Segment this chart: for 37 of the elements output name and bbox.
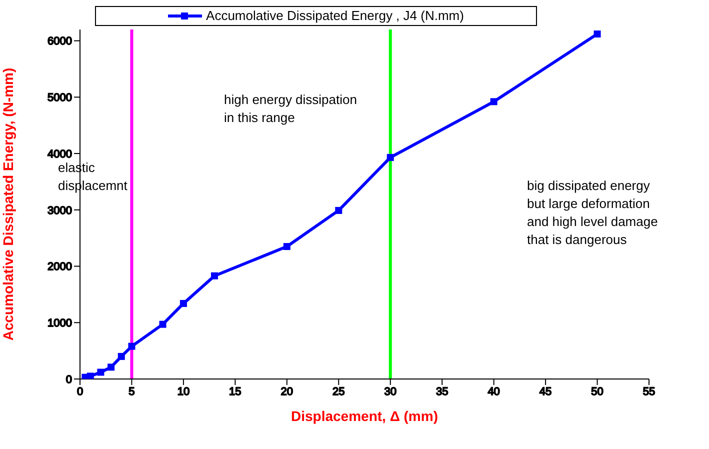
x-tick-label: 45	[539, 386, 552, 398]
point	[159, 320, 166, 328]
y-tick-label: 3000	[48, 204, 72, 217]
annotation: high energy dissipation in this range	[224, 92, 357, 125]
x-axis-title: Displacement, Δ (mm)	[291, 408, 438, 424]
x-tick-label: 35	[436, 386, 448, 398]
point	[490, 98, 498, 106]
point	[210, 272, 218, 280]
point	[386, 154, 394, 161]
x-tick-label: 50	[591, 386, 604, 398]
y-tick-label: 4000	[48, 148, 72, 160]
point	[128, 342, 136, 350]
y-axis-title: Accumolative Dissipated Energy, (N-mm)	[0, 68, 16, 341]
point	[180, 300, 187, 307]
x-tick-label: 15	[229, 386, 242, 398]
point	[283, 243, 290, 250]
legend-label: Accumolative Dissipated Energy , J4 (N.mm)	[205, 8, 464, 23]
y-tick-label: 2000	[48, 261, 72, 274]
point	[594, 30, 601, 38]
point	[335, 206, 342, 214]
point	[118, 352, 125, 360]
x-tick-label: 0	[76, 386, 84, 398]
x-tick-label: 5	[128, 386, 135, 398]
x-tick-label: 10	[177, 386, 190, 398]
x-tick-label: 30	[384, 386, 396, 398]
point	[108, 364, 115, 371]
y-tick-label: 6000	[48, 36, 72, 48]
y-tick-label: 5000	[48, 92, 72, 104]
point	[97, 368, 104, 376]
x-tick-label: 20	[280, 386, 294, 398]
y-tick-label: 0	[66, 374, 72, 386]
annotation: big dissipated energy but large deformation and high level damage that is dangerous	[527, 178, 658, 247]
x-tick-label: 40	[488, 386, 500, 398]
x-tick-label: 25	[332, 386, 345, 398]
point	[86, 372, 94, 379]
x-tick-label: 55	[642, 386, 656, 398]
y-tick-label: 1000	[48, 318, 72, 330]
